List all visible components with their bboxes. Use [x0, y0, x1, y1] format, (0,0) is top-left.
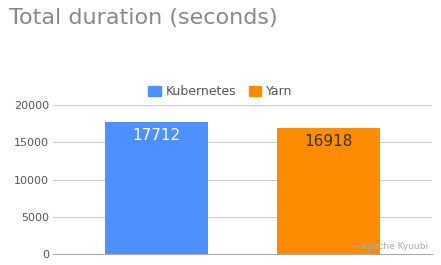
Bar: [105, 122, 208, 254]
Bar: [277, 128, 381, 254]
Text: —Apache Kyuubi: —Apache Kyuubi: [352, 242, 428, 251]
Text: 16918: 16918: [305, 134, 353, 149]
Text: 17712: 17712: [132, 128, 180, 143]
Text: Total duration (seconds): Total duration (seconds): [9, 8, 277, 28]
Legend: Kubernetes, Yarn: Kubernetes, Yarn: [143, 81, 298, 103]
